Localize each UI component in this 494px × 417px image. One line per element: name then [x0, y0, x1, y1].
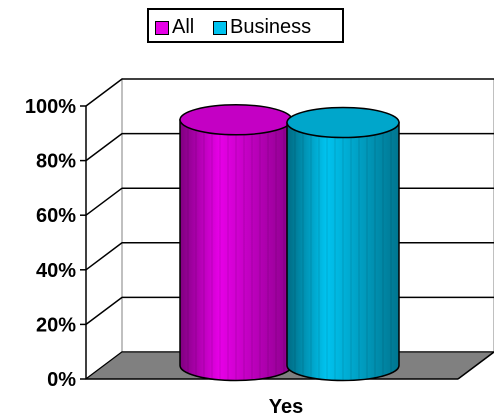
bar-body	[286, 121, 400, 382]
legend-label-all: All	[172, 16, 195, 38]
y-tick-label: 20%	[36, 314, 76, 336]
y-tick-label: 40%	[36, 260, 76, 282]
legend-item-business: Business	[213, 16, 311, 39]
gridline	[85, 78, 494, 107]
legend-item-all: All	[155, 16, 194, 39]
y-tick-label: 0%	[47, 369, 76, 391]
legend: All Business	[147, 8, 344, 43]
bar-top	[179, 104, 293, 136]
x-category-label: Yes	[269, 396, 303, 417]
legend-label-business: Business	[230, 16, 312, 38]
legend-swatch-business	[213, 20, 227, 35]
y-tick-label: 100%	[25, 96, 76, 118]
side-wall	[85, 78, 123, 380]
bar-top	[286, 106, 400, 139]
legend-swatch-all	[155, 20, 169, 35]
bar-business	[286, 106, 400, 382]
x-axis-depth	[457, 351, 494, 380]
bar-all	[179, 104, 293, 382]
y-tick-label: 80%	[36, 151, 76, 173]
y-tick-label: 60%	[36, 205, 76, 227]
